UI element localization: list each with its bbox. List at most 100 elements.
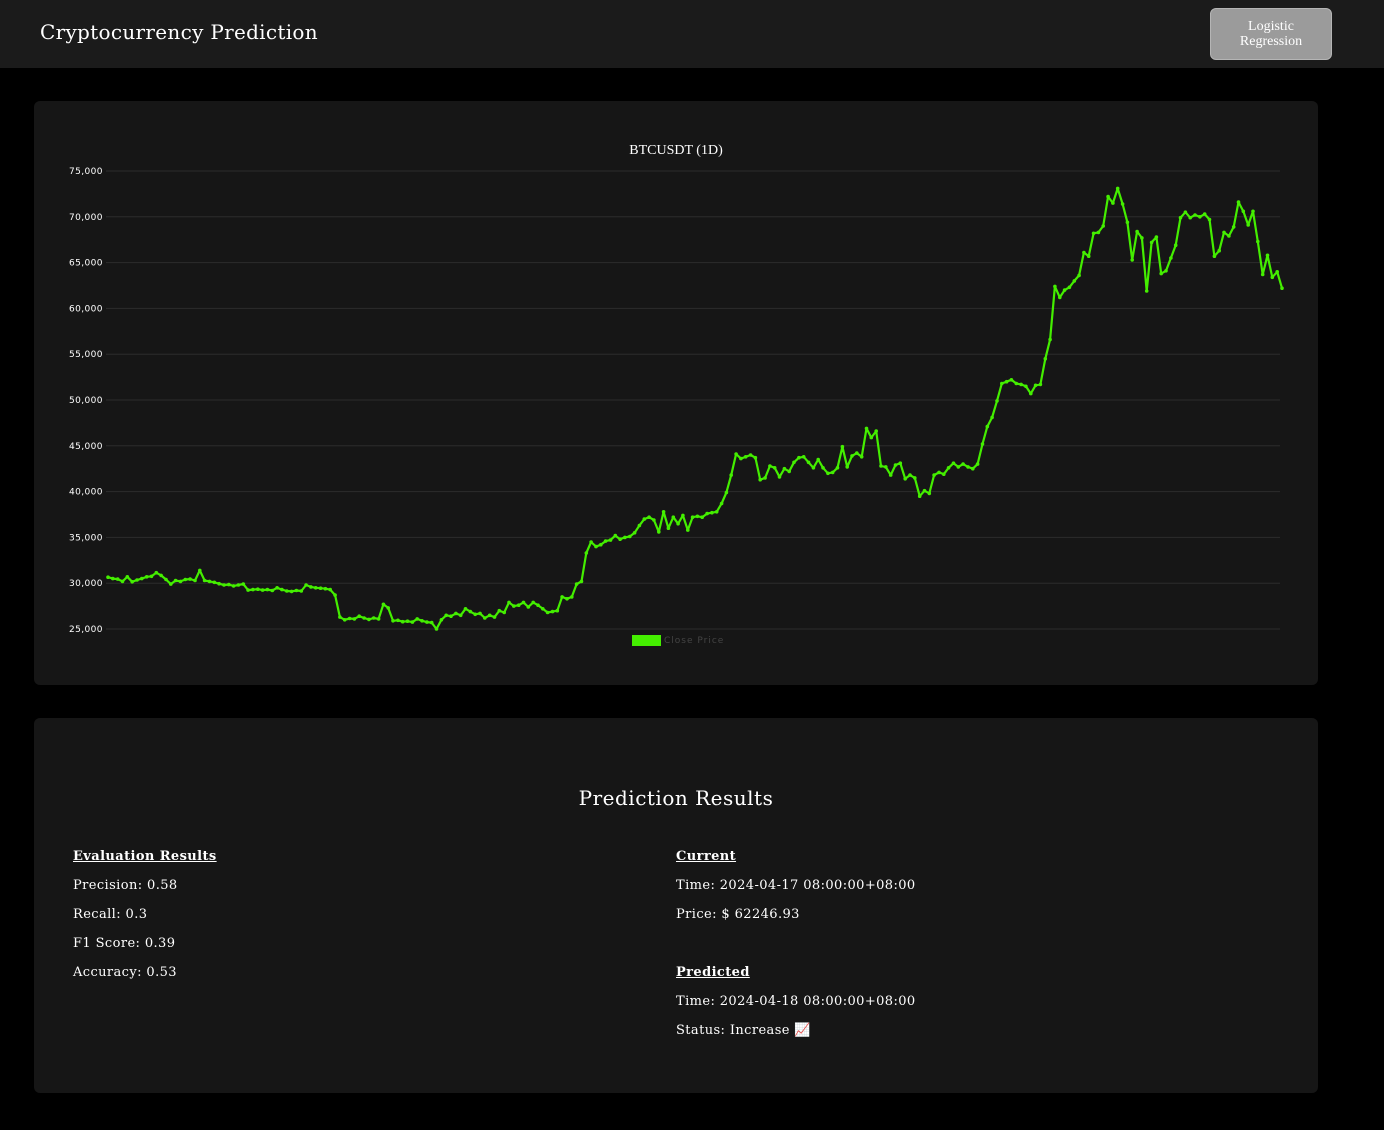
data-point[interactable] <box>323 586 328 591</box>
data-point[interactable] <box>1082 250 1086 255</box>
data-point[interactable] <box>879 464 883 468</box>
data-point[interactable] <box>1009 378 1014 382</box>
data-point[interactable] <box>594 544 598 549</box>
data-point[interactable] <box>434 627 439 631</box>
data-point[interactable] <box>1183 210 1188 214</box>
data-point[interactable] <box>652 518 656 522</box>
data-point[interactable] <box>516 603 521 607</box>
data-point[interactable] <box>545 610 550 615</box>
data-point[interactable] <box>869 435 874 440</box>
data-point[interactable] <box>1111 201 1115 205</box>
data-point[interactable] <box>193 578 197 583</box>
data-point[interactable] <box>1251 209 1255 214</box>
data-point[interactable] <box>304 583 308 587</box>
data-point[interactable] <box>188 577 192 581</box>
data-point[interactable] <box>125 575 130 579</box>
data-point[interactable] <box>1188 215 1192 220</box>
data-point[interactable] <box>1256 239 1260 244</box>
data-point[interactable] <box>1091 231 1096 236</box>
data-point[interactable] <box>1217 248 1221 253</box>
data-point[interactable] <box>1062 288 1067 292</box>
data-point[interactable] <box>888 473 893 477</box>
data-point[interactable] <box>1149 240 1154 245</box>
data-point[interactable] <box>371 616 376 620</box>
data-point[interactable] <box>903 477 907 481</box>
data-point[interactable] <box>396 618 400 623</box>
data-point[interactable] <box>410 620 415 624</box>
data-point[interactable] <box>792 460 796 465</box>
data-point[interactable] <box>299 589 304 593</box>
data-point[interactable] <box>541 607 545 611</box>
data-point[interactable] <box>864 426 869 431</box>
data-point[interactable] <box>570 595 574 599</box>
data-point[interactable] <box>338 615 342 619</box>
data-point[interactable] <box>400 619 405 624</box>
data-point[interactable] <box>1260 272 1265 277</box>
data-point[interactable] <box>1072 279 1077 283</box>
data-point[interactable] <box>473 612 478 617</box>
data-point[interactable] <box>811 466 816 470</box>
data-point[interactable] <box>971 466 975 471</box>
data-point[interactable] <box>942 472 946 477</box>
data-point[interactable] <box>806 460 811 465</box>
data-point[interactable] <box>908 473 912 477</box>
data-point[interactable] <box>1227 234 1231 238</box>
data-point[interactable] <box>1275 270 1279 274</box>
data-point[interactable] <box>425 620 429 624</box>
data-point[interactable] <box>579 579 584 584</box>
data-point[interactable] <box>507 600 511 605</box>
data-point[interactable] <box>347 616 352 621</box>
data-point[interactable] <box>874 429 878 433</box>
data-point[interactable] <box>642 517 647 521</box>
data-point[interactable] <box>294 588 299 593</box>
data-point[interactable] <box>1241 209 1246 214</box>
data-point[interactable] <box>1173 243 1178 247</box>
data-point[interactable] <box>1246 223 1250 227</box>
data-point[interactable] <box>449 614 453 618</box>
data-point[interactable] <box>149 574 154 579</box>
data-point[interactable] <box>845 465 849 469</box>
data-point[interactable] <box>850 454 854 458</box>
data-point[interactable] <box>251 587 255 592</box>
data-point[interactable] <box>521 600 526 605</box>
data-point[interactable] <box>1077 273 1081 278</box>
data-point[interactable] <box>246 588 250 592</box>
data-point[interactable] <box>487 613 492 618</box>
data-point[interactable] <box>1265 253 1270 258</box>
data-point[interactable] <box>154 570 159 575</box>
data-point[interactable] <box>990 415 994 420</box>
data-point[interactable] <box>386 606 391 610</box>
data-point[interactable] <box>966 465 970 469</box>
data-point[interactable] <box>719 501 724 506</box>
data-point[interactable] <box>589 540 593 544</box>
data-point[interactable] <box>700 515 704 519</box>
data-point[interactable] <box>144 575 149 579</box>
data-point[interactable] <box>893 463 898 467</box>
data-point[interactable] <box>763 476 767 480</box>
data-point[interactable] <box>932 473 936 477</box>
data-point[interactable] <box>555 608 560 613</box>
data-point[interactable] <box>106 575 110 579</box>
data-point[interactable] <box>1231 225 1236 229</box>
data-point[interactable] <box>1130 258 1134 262</box>
data-point[interactable] <box>1193 213 1197 217</box>
data-point[interactable] <box>681 513 685 518</box>
data-point[interactable] <box>352 617 357 621</box>
data-point[interactable] <box>980 442 985 446</box>
data-point[interactable] <box>927 491 932 496</box>
data-point[interactable] <box>855 451 859 455</box>
data-point[interactable] <box>1169 256 1173 260</box>
data-point[interactable] <box>840 444 845 449</box>
data-point[interactable] <box>391 619 395 623</box>
data-point[interactable] <box>367 617 371 622</box>
data-point[interactable] <box>1014 381 1019 386</box>
data-point[interactable] <box>777 475 782 479</box>
data-point[interactable] <box>342 618 347 622</box>
data-point[interactable] <box>705 511 709 516</box>
data-point[interactable] <box>743 455 748 459</box>
data-point[interactable] <box>376 617 381 621</box>
data-point[interactable] <box>1058 295 1062 300</box>
data-point[interactable] <box>584 551 589 555</box>
data-point[interactable] <box>714 510 719 514</box>
data-point[interactable] <box>236 583 241 587</box>
